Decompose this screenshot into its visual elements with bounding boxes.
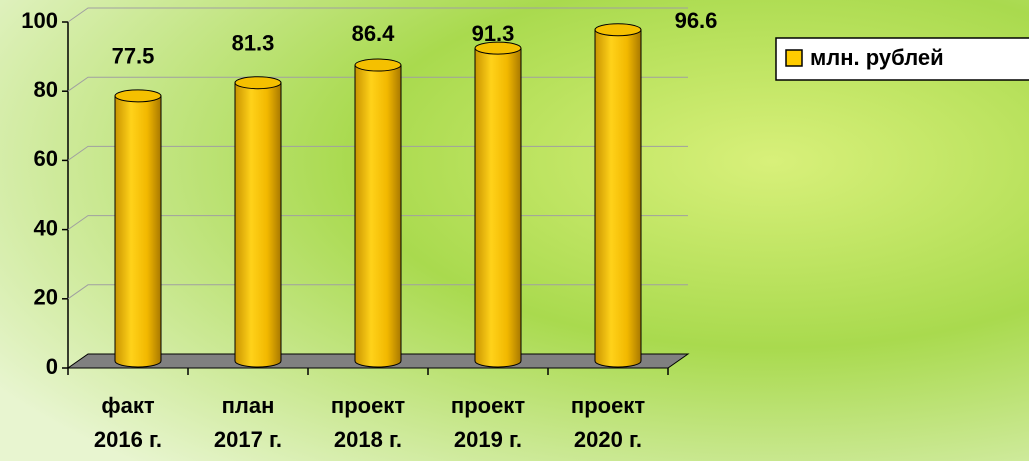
bar-top	[474, 41, 522, 55]
x-tick-label: 2018 г.	[334, 427, 402, 452]
value-label: 91.3	[472, 21, 515, 46]
legend-box	[775, 37, 1029, 81]
legend-swatch	[785, 49, 803, 67]
x-tick-label: 2019 г.	[454, 427, 522, 452]
bar-top	[234, 76, 282, 90]
bar-top	[354, 58, 402, 72]
bar-top	[114, 89, 162, 103]
value-label: 96.6	[675, 8, 718, 33]
y-tick-label: 100	[21, 8, 58, 33]
y-tick-label: 80	[34, 77, 58, 102]
x-tick-label: проект	[331, 393, 405, 418]
legend-label: млн. рублей	[810, 45, 944, 70]
y-tick-label: 0	[46, 354, 58, 379]
x-tick-label: проект	[451, 393, 525, 418]
x-tick-label: план	[222, 393, 275, 418]
y-tick-label: 40	[34, 215, 58, 240]
y-tick-label: 20	[34, 285, 58, 310]
bar-body	[354, 64, 402, 368]
bar	[474, 41, 522, 368]
grid-line	[67, 7, 688, 23]
bar-body	[234, 82, 282, 368]
bar-body	[474, 47, 522, 368]
x-tick-label: 2017 г.	[214, 427, 282, 452]
bar	[594, 23, 642, 368]
bar	[234, 76, 282, 368]
bar-body	[594, 29, 642, 368]
bar	[354, 58, 402, 368]
value-label: 77.5	[112, 44, 155, 69]
bar	[114, 89, 162, 368]
bar-body	[114, 95, 162, 368]
x-tick-label: факт	[101, 393, 154, 418]
y-tick-label: 60	[34, 146, 58, 171]
x-tick-label: 2016 г.	[94, 427, 162, 452]
value-label: 81.3	[232, 31, 275, 56]
bar-top	[594, 23, 642, 37]
x-tick-label: проект	[571, 393, 645, 418]
x-tick-label: 2020 г.	[574, 427, 642, 452]
value-label: 86.4	[352, 21, 396, 46]
